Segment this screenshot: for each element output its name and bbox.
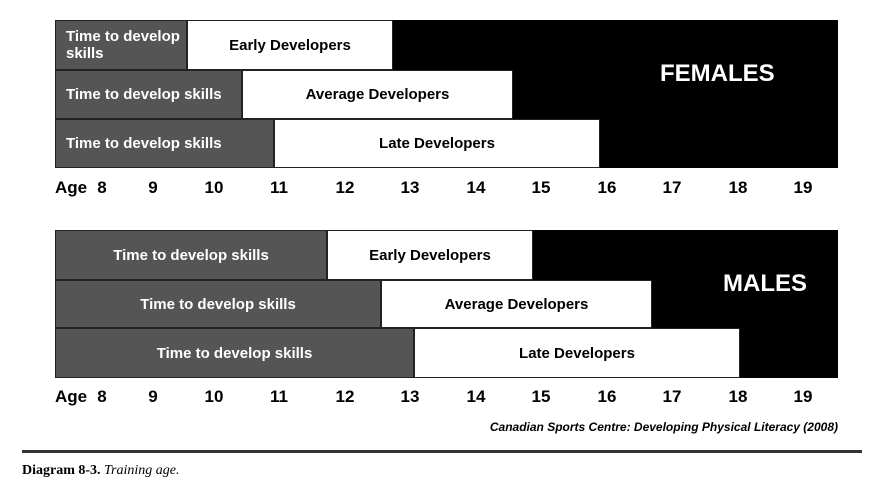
- females-panel: Time to develop skills Early Developers Ti…: [55, 20, 838, 168]
- developers-bar: Late Developers: [414, 328, 740, 378]
- panel-label: MALES: [723, 270, 807, 297]
- age-tick: 9: [148, 178, 158, 197]
- age-tick: 14: [466, 387, 486, 406]
- developers-bar: Average Developers: [381, 280, 652, 328]
- age-tick: 13: [400, 387, 420, 406]
- age-tick: 18: [728, 178, 748, 197]
- age-label: Age: [55, 178, 88, 197]
- skills-bar: Time to develop skills: [55, 230, 327, 280]
- age-tick: 19: [793, 387, 813, 406]
- source: Canadian Sports Centre: Developing Physi…: [489, 420, 838, 434]
- age-tick: 19: [793, 178, 813, 197]
- age-tick: 10: [204, 178, 224, 197]
- age-tick: 8: [97, 178, 107, 197]
- age-tick: 15: [531, 178, 551, 197]
- age-tick: 17: [662, 387, 682, 406]
- males-panel: Time to develop skills Early Developers Ti…: [55, 230, 838, 378]
- age-tick: 17: [662, 178, 682, 197]
- divider: [22, 450, 862, 453]
- age-tick: 10: [204, 387, 224, 406]
- developers-bar: Early Developers: [187, 20, 393, 70]
- age-label: Age: [55, 387, 88, 406]
- age-tick: 8: [97, 387, 107, 406]
- skills-bar: Time to develop skills: [55, 20, 187, 70]
- age-tick: 11: [270, 387, 288, 406]
- panel-label: FEMALES: [660, 60, 775, 87]
- age-tick: 18: [728, 387, 748, 406]
- age-tick: 12: [335, 387, 355, 406]
- skills-bar: Time to develop skills: [55, 70, 242, 119]
- age-tick: 9: [148, 387, 158, 406]
- age-tick: 15: [531, 387, 551, 406]
- developers-bar: Average Developers: [242, 70, 513, 119]
- skills-bar: Time to develop skills: [55, 119, 274, 168]
- age-tick: 14: [466, 178, 486, 197]
- age-tick: 11: [270, 178, 288, 197]
- developers-bar: Early Developers: [327, 230, 533, 280]
- caption-number: Diagram 8-3.: [22, 463, 101, 478]
- skills-bar: Time to develop skills: [55, 280, 381, 328]
- caption: Diagram 8-3. Training age.: [22, 463, 180, 479]
- age-tick: 12: [335, 178, 355, 197]
- caption-text: Training age.: [104, 463, 180, 478]
- skills-bar: Time to develop skills: [55, 328, 414, 378]
- age-tick: 16: [597, 387, 617, 406]
- developers-bar: Late Developers: [274, 119, 600, 168]
- age-tick: 13: [400, 178, 420, 197]
- age-tick: 16: [597, 178, 617, 197]
